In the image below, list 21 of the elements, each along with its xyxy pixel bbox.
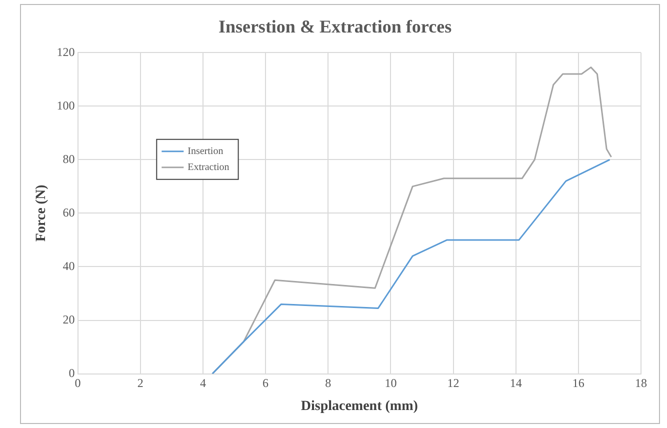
x-tick-label: 6	[262, 376, 269, 390]
chart-title: Inserstion & Extraction forces	[218, 16, 452, 36]
x-tick-label: 16	[572, 376, 584, 390]
x-tick-label: 18	[635, 376, 647, 390]
legend-label: Extraction	[188, 162, 230, 173]
y-tick-label: 0	[68, 366, 75, 380]
legend-label: Insertion	[188, 146, 224, 157]
y-tick-label: 80	[62, 152, 75, 166]
x-axis-title: Displacement (mm)	[300, 399, 418, 414]
x-tick-label: 2	[137, 376, 144, 390]
x-tick-label: 12	[447, 376, 460, 390]
y-tick-label: 40	[62, 258, 75, 273]
y-tick-label: 60	[62, 205, 75, 220]
y-tick-label: 20	[62, 312, 75, 326]
x-tick-label: 10	[384, 376, 397, 390]
x-tick-label: 14	[510, 376, 522, 390]
x-tick-label: 4	[200, 376, 206, 390]
y-tick-label: 120	[56, 44, 75, 59]
y-tick-label: 100	[56, 98, 75, 112]
x-tick-label: 8	[325, 376, 332, 390]
y-axis-title: Force (N)	[34, 184, 50, 242]
